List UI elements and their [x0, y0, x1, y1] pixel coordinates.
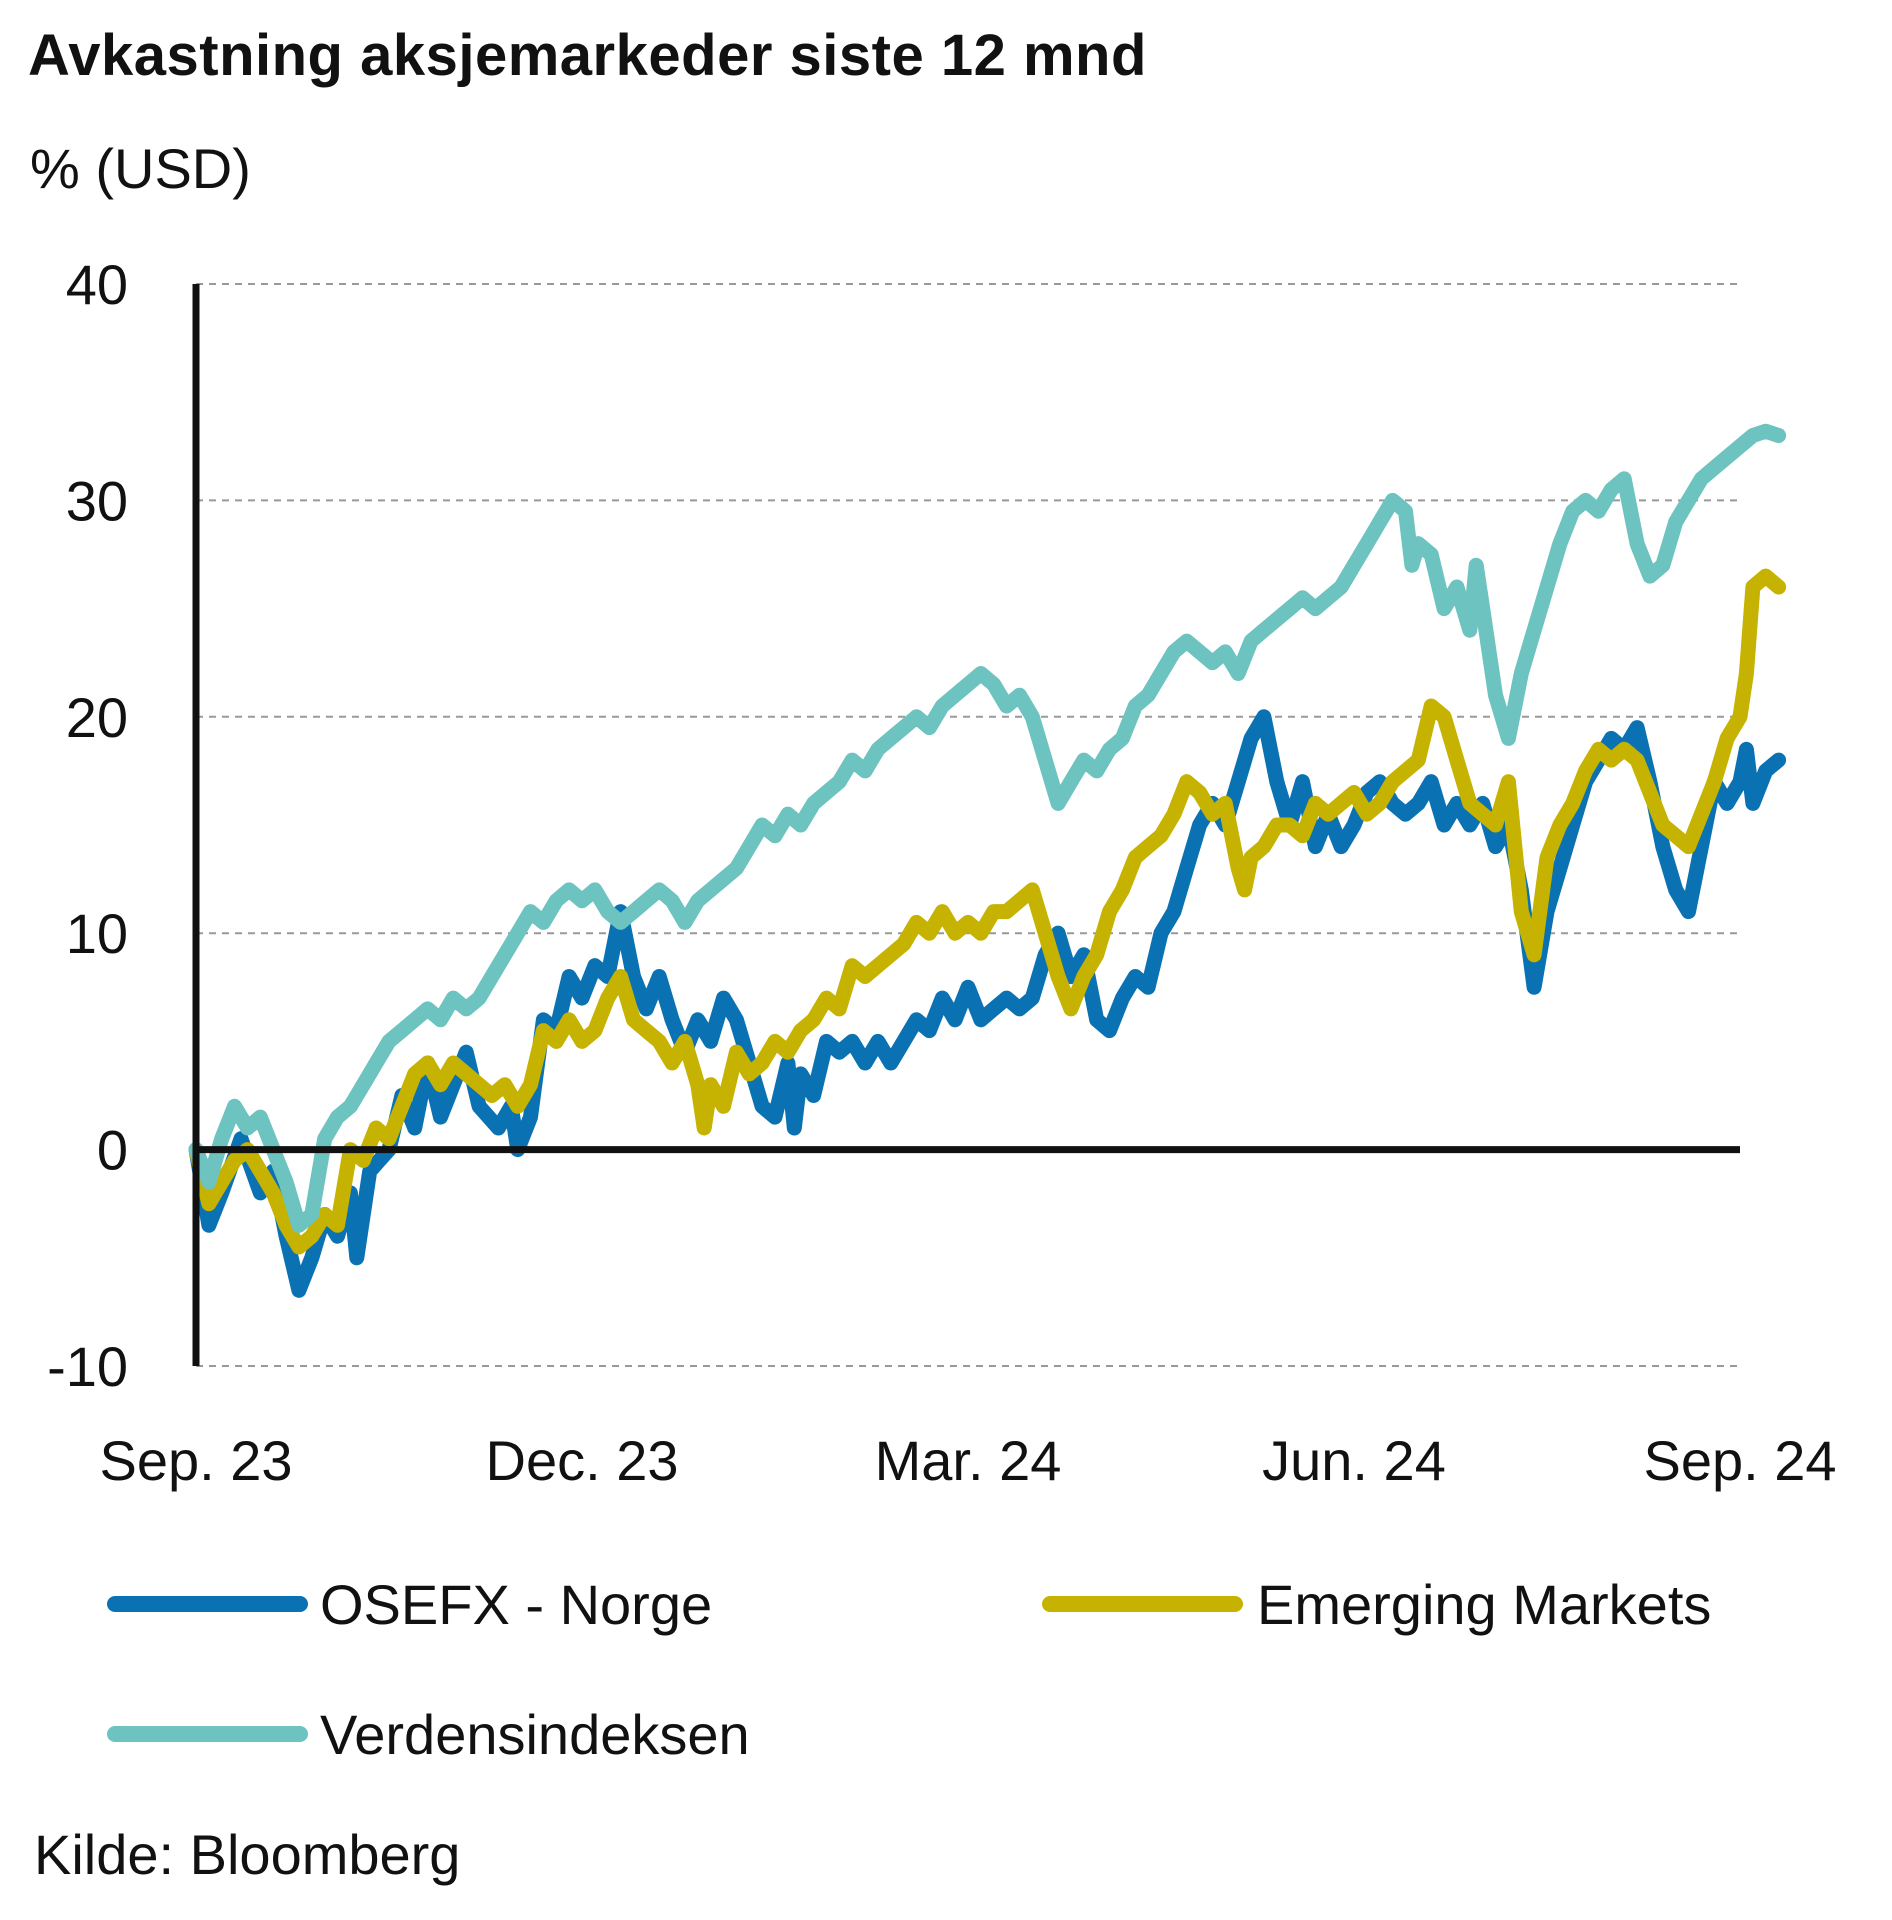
series-lines [188, 423, 1787, 1298]
legend-label-osefx: OSEFX - Norge [320, 1573, 712, 1636]
y-tick-label: 0 [97, 1119, 128, 1182]
y-tick-label: 30 [66, 469, 128, 532]
x-tick-labels: Sep. 23 Dec. 23 Mar. 24 Jun. 24 Sep. 24 [99, 1429, 1836, 1492]
y-tick-label: 40 [66, 253, 128, 316]
y-tick-label: 10 [66, 902, 128, 965]
y-unit-label: % (USD) [30, 137, 251, 200]
source-note: Kilde: Bloomberg [34, 1823, 461, 1886]
x-tick-label: Mar. 24 [875, 1429, 1062, 1492]
legend: OSEFX - Norge Emerging Markets Verdensinde… [107, 1573, 1711, 1766]
chart-title: Avkastning aksjemarkeder siste 12 mnd [28, 23, 1147, 88]
y-tick-label: 20 [66, 686, 128, 749]
x-tick-label: Sep. 24 [1643, 1429, 1836, 1492]
x-tick-label: Dec. 23 [486, 1429, 679, 1492]
grid-lines [196, 283, 1740, 1367]
series-line-em [188, 568, 1787, 1255]
x-tick-label: Jun. 24 [1262, 1429, 1446, 1492]
y-tick-label: -10 [47, 1335, 128, 1398]
legend-label-world: Verdensindeksen [320, 1703, 750, 1766]
series-line-osefx [188, 709, 1787, 1298]
legend-label-em: Emerging Markets [1257, 1573, 1711, 1636]
series-line-world [188, 423, 1787, 1233]
axes [192, 284, 1740, 1366]
x-tick-label: Sep. 23 [99, 1429, 292, 1492]
y-tick-labels: -10 0 10 20 30 40 [47, 253, 128, 1398]
